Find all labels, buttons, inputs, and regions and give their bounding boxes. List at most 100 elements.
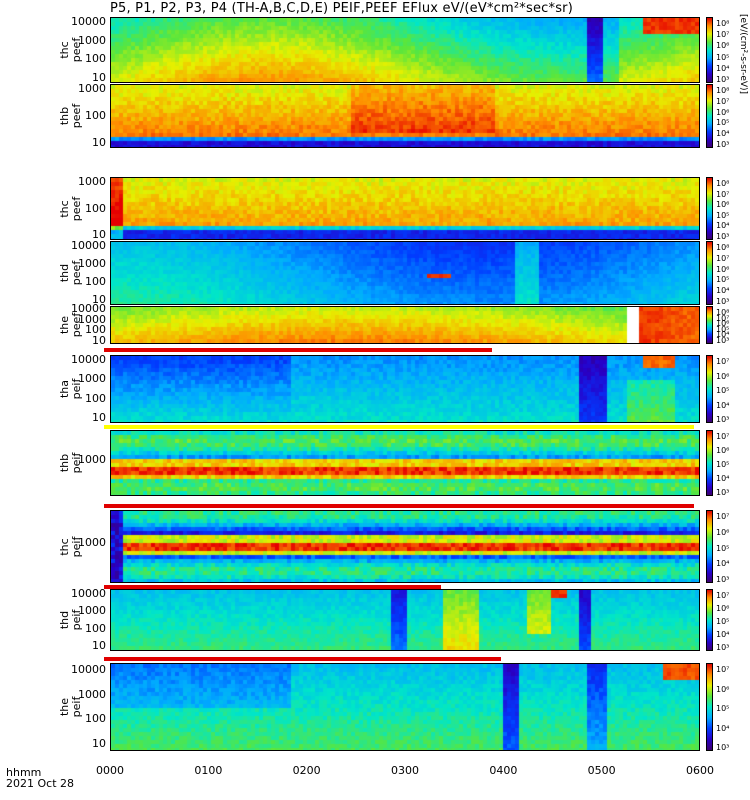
spectrogram-image	[111, 85, 699, 147]
colorbar-tick-label: 10⁷	[716, 357, 730, 366]
y-tick-label: 10	[92, 639, 106, 653]
colorbar-tick-label: 10⁴	[716, 221, 730, 231]
y-tick-label: 100	[85, 323, 106, 337]
colorbar-tick-label: 10³	[716, 232, 730, 241]
y-tick-label: 100	[85, 391, 106, 405]
spectrogram-panel-the_peef	[110, 306, 700, 344]
y-tick-label: 10000	[71, 302, 106, 316]
colorbar-tick-label: 10⁶	[716, 527, 730, 537]
colorbar-tick-label: 10⁴	[716, 400, 730, 410]
spectrogram-image	[111, 307, 699, 343]
colorbar-tick-label: 10⁵	[716, 275, 730, 285]
colorbar-tick-label: 10⁴	[716, 286, 730, 296]
y-tick-label: 1000	[78, 535, 106, 549]
y-tick-label: 10000	[71, 15, 106, 29]
figure-title: P5, P1, P2, P3, P4 (TH-A,B,C,D,E) PEIF,P…	[110, 1, 573, 16]
colorbar-tick-label: 10⁴	[716, 474, 730, 483]
colorbar-tick-label: 10⁴	[716, 330, 730, 340]
time-label: hhmm	[6, 766, 42, 779]
y-tick-label: 10	[92, 292, 106, 306]
spectrogram-panel-tha_peif	[110, 355, 700, 423]
y-tick-label: 100	[85, 621, 106, 635]
colorbar-tick-label: 10⁷	[716, 189, 730, 199]
colorbar-tick-label: 10⁸	[716, 308, 730, 317]
x-tick-label: 0600	[686, 764, 714, 777]
colorbar-tick-label: 10⁸	[716, 86, 730, 95]
colorbar-tick-label: 10⁴	[716, 559, 730, 569]
colorbar-tick-label: 10⁸	[716, 179, 730, 188]
colorbar-tick-label: 10⁷	[716, 253, 730, 263]
colorbar-tick-label: 10⁶	[716, 446, 730, 455]
spectrogram-image	[111, 511, 699, 582]
y-tick-label: 100	[85, 712, 106, 726]
y-tick-label: 1000	[78, 33, 106, 47]
spectrogram-panel-thc_peef_2	[110, 177, 700, 240]
spectrogram-image	[111, 431, 699, 495]
colorbar-tick-label: 10³	[716, 575, 730, 584]
colorbar-tick-label: 10⁷	[716, 30, 730, 40]
colorbar-tick-label: 10⁵	[716, 118, 730, 128]
y-tick-label: 1000	[78, 175, 106, 189]
spectrogram-panel-thc_peef	[110, 17, 700, 83]
y-tick-label: 1000	[78, 372, 106, 386]
spectrogram-image	[111, 590, 699, 650]
colorbar-tick-label: 10⁷	[716, 512, 730, 521]
colorbar-label: [eV/(cm²-s-sr-eV)]	[738, 14, 748, 95]
colorbar-tick-label: 10⁵	[716, 460, 730, 469]
colorbar-tick-label: 10⁴	[716, 630, 730, 639]
y-tick-label: 10000	[71, 663, 106, 677]
colorbar-tick-label: 10⁶	[716, 319, 730, 329]
colorbar-tick-label: 10⁷	[716, 432, 730, 441]
spectrogram-panel-thb_peif	[110, 430, 700, 496]
y-tick-label: 10000	[71, 586, 106, 600]
colorbar-tick-label: 10⁷	[716, 313, 730, 323]
colorbar	[706, 84, 713, 148]
y-tick-label: 1000	[78, 687, 106, 701]
colorbar-tick-label: 10⁵	[716, 210, 730, 220]
colorbar-tick-label: 10⁸	[716, 19, 730, 28]
y-tick-label: 10	[92, 135, 106, 149]
colorbar-tick-label: 10⁸	[716, 243, 730, 252]
colorbar-tick-label: 10⁶	[716, 684, 730, 694]
colorbar	[706, 355, 713, 423]
x-tick-label: 0500	[587, 764, 616, 777]
spectrogram-panel-thd_peif	[110, 589, 700, 651]
colorbar-tick-label: 10⁶	[716, 41, 730, 51]
colorbar-tick-label: 10⁴	[716, 63, 730, 73]
colorbar-tick-label: 10⁴	[716, 723, 730, 733]
date-label: 2021 Oct 28	[6, 777, 75, 790]
colorbar-tick-label: 10⁵	[716, 617, 730, 626]
colorbar-tick-label: 10⁷	[716, 665, 730, 674]
y-tick-label: 10000	[71, 353, 106, 367]
y-tick-label: 100	[85, 274, 106, 288]
y-tick-label: 10	[92, 227, 106, 241]
colorbar-tick-label: 10³	[716, 743, 730, 752]
colorbar-tick-label: 10³	[716, 140, 730, 149]
colorbar-tick-label: 10⁵	[716, 386, 730, 395]
y-tick-label: 1000	[78, 452, 106, 466]
spectrogram-image	[111, 178, 699, 239]
spectrogram-panel-thb_peef	[110, 84, 700, 148]
colorbar	[706, 430, 713, 496]
spectrogram-image	[111, 18, 699, 82]
colorbar-tick-label: 10⁵	[716, 543, 730, 553]
spectrogram-image	[111, 242, 699, 304]
y-tick-label: 1000	[78, 82, 106, 96]
colorbar-tick-label: 10³	[716, 415, 730, 424]
colorbar-tick-label: 10⁷	[716, 591, 730, 600]
colorbar-tick-label: 10⁴	[716, 129, 730, 139]
y-tick-label: 10	[92, 70, 106, 84]
colorbar-tick-label: 10³	[716, 75, 730, 84]
colorbar	[706, 241, 713, 305]
colorbar	[706, 177, 713, 240]
x-tick-label: 0300	[391, 764, 419, 777]
spectrogram-panel-thd_peef	[110, 241, 700, 305]
spectrogram-image	[111, 356, 699, 422]
y-tick-label: 1000	[78, 257, 106, 271]
colorbar-tick-label: 10³	[716, 336, 730, 345]
x-tick-label: 0000	[96, 764, 124, 777]
colorbar	[706, 17, 713, 83]
colorbar-tick-label: 10⁶	[716, 107, 730, 117]
colorbar-tick-label: 10⁶	[716, 200, 730, 210]
